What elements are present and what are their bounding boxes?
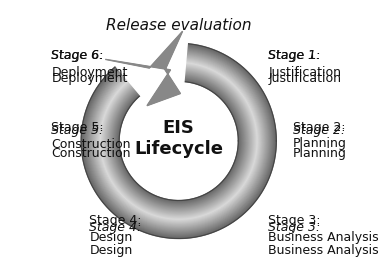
Polygon shape (94, 56, 264, 226)
Polygon shape (113, 75, 245, 207)
Polygon shape (102, 64, 255, 218)
Text: Deployment: Deployment (51, 72, 128, 85)
Polygon shape (92, 54, 266, 228)
Polygon shape (86, 48, 272, 234)
Polygon shape (108, 70, 250, 212)
Polygon shape (84, 46, 274, 235)
Polygon shape (85, 47, 272, 235)
Polygon shape (100, 62, 257, 220)
Text: Stage 2:: Stage 2: (293, 124, 345, 137)
Polygon shape (82, 44, 275, 237)
Polygon shape (88, 50, 270, 232)
Polygon shape (115, 77, 243, 205)
Polygon shape (115, 78, 242, 204)
Polygon shape (110, 72, 248, 210)
Text: Stage 5:: Stage 5: (51, 124, 104, 137)
Text: Justification: Justification (268, 72, 341, 85)
Polygon shape (83, 45, 274, 237)
Polygon shape (97, 60, 260, 222)
Text: Stage 4:: Stage 4: (89, 221, 142, 234)
Polygon shape (118, 80, 239, 201)
Text: Stage 1:: Stage 1: (268, 49, 320, 62)
Polygon shape (109, 71, 249, 211)
Polygon shape (117, 79, 240, 202)
Text: Stage 6:
Deployment: Stage 6: Deployment (51, 49, 128, 79)
Polygon shape (91, 53, 267, 229)
Text: Stage 2:
Planning: Stage 2: Planning (293, 121, 346, 150)
Text: Stage 5:
Construction: Stage 5: Construction (51, 121, 131, 150)
Text: Business Analysis: Business Analysis (268, 244, 379, 257)
Text: Design: Design (89, 244, 133, 257)
Polygon shape (101, 63, 256, 218)
Polygon shape (103, 65, 255, 217)
Polygon shape (106, 68, 252, 214)
Polygon shape (90, 52, 268, 230)
Polygon shape (96, 59, 261, 223)
Text: Stage 6:: Stage 6: (51, 49, 104, 62)
Polygon shape (105, 31, 183, 106)
Polygon shape (81, 43, 276, 238)
Text: Stage 4:
Design: Stage 4: Design (89, 214, 142, 244)
Polygon shape (99, 62, 258, 220)
Text: Stage 1:
Justification: Stage 1: Justification (268, 49, 341, 79)
Polygon shape (114, 41, 187, 97)
Polygon shape (96, 58, 262, 224)
Polygon shape (104, 66, 253, 216)
Text: Construction: Construction (51, 147, 131, 160)
Polygon shape (87, 49, 271, 233)
Polygon shape (89, 51, 269, 231)
Text: Stage 3:
Business Analysis: Stage 3: Business Analysis (268, 214, 379, 244)
Polygon shape (113, 76, 244, 206)
Polygon shape (98, 60, 259, 221)
Polygon shape (107, 69, 251, 213)
Polygon shape (105, 31, 183, 106)
Text: Release evaluation: Release evaluation (106, 18, 252, 33)
Polygon shape (94, 57, 263, 225)
Polygon shape (111, 73, 247, 209)
Text: EIS
Lifecycle: EIS Lifecycle (134, 119, 223, 158)
Polygon shape (92, 55, 265, 227)
Polygon shape (111, 74, 246, 208)
Text: Stage 3:: Stage 3: (268, 221, 320, 234)
Text: Planning: Planning (293, 147, 346, 160)
Polygon shape (116, 79, 241, 203)
Polygon shape (105, 67, 253, 215)
